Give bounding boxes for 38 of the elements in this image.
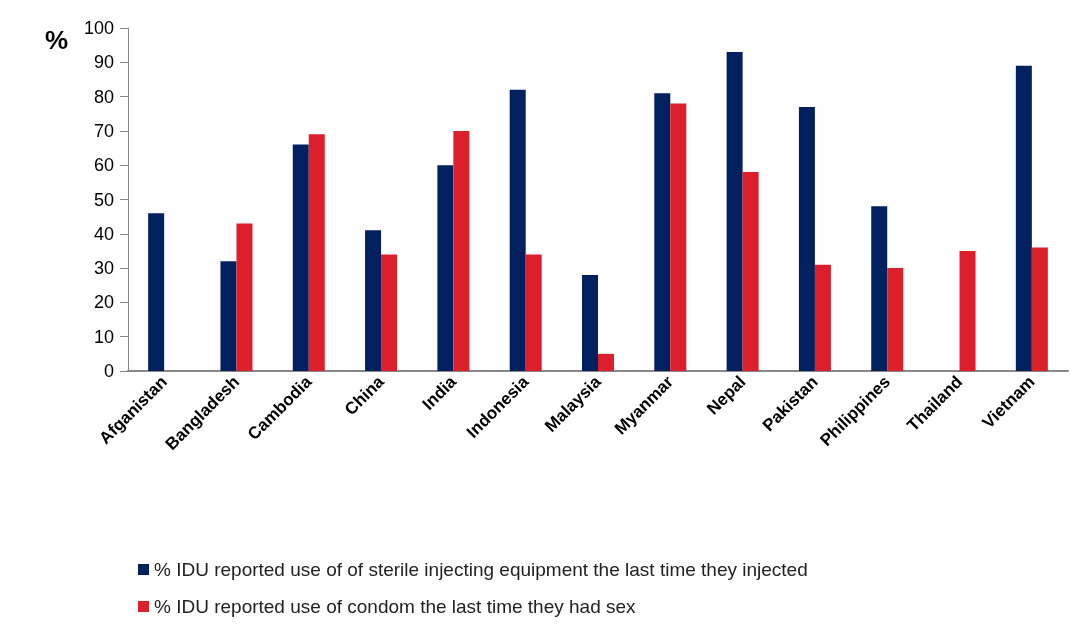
bar (726, 52, 743, 371)
bar (798, 106, 815, 371)
bar (1031, 247, 1048, 371)
bar (236, 223, 253, 371)
bar (670, 103, 687, 371)
bar (365, 230, 382, 371)
legend-label: % IDU reported use of of sterile injecting equipment the last time they injected (154, 559, 808, 580)
y-tick-label: 0 (103, 361, 114, 381)
y-tick-label: 100 (83, 18, 114, 38)
bar (292, 144, 309, 371)
bar (525, 254, 542, 371)
y-tick-label: 20 (93, 292, 114, 313)
y-tick-label: 30 (93, 258, 114, 279)
bar (308, 134, 325, 371)
bar (871, 206, 888, 371)
bar (437, 165, 454, 371)
bar (148, 213, 165, 371)
legend-label: % IDU reported use of condom the last time they had sex (154, 596, 637, 617)
y-axis-title: % (44, 25, 68, 55)
y-tick-label: 70 (93, 120, 114, 141)
bar (814, 264, 831, 371)
y-tick-label: 40 (93, 223, 114, 244)
bar (654, 93, 671, 371)
bar (959, 250, 976, 371)
bar (742, 172, 759, 371)
y-tick-label: 10 (93, 326, 114, 347)
y-tick-label: 50 (93, 189, 114, 210)
bar (1015, 65, 1032, 371)
bar (509, 89, 526, 371)
bar (598, 353, 614, 371)
bar (453, 130, 470, 371)
bar (381, 254, 398, 371)
bar (220, 261, 237, 371)
y-tick-label: 60 (93, 155, 114, 176)
y-tick-label: 90 (93, 52, 114, 73)
bar (887, 268, 904, 371)
bar (582, 274, 598, 371)
y-tick-label: 80 (93, 86, 114, 107)
